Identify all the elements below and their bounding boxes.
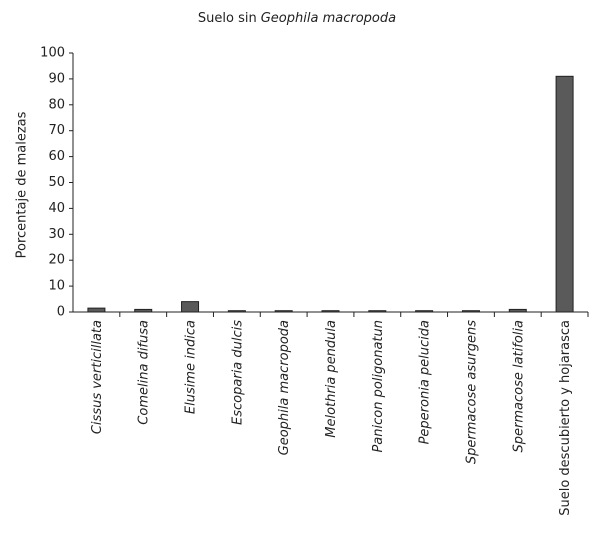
bar xyxy=(415,310,434,313)
x-tick-label: Cissus verticillata xyxy=(90,320,105,434)
bar xyxy=(321,310,340,313)
chart-title: Suelo sin Geophila macropoda xyxy=(198,11,396,26)
bar xyxy=(368,310,387,313)
bar xyxy=(87,307,106,313)
x-tick-label: Spermacose latifolia xyxy=(511,320,526,453)
x-tick-label: Comelina difusa xyxy=(137,320,152,425)
y-tick-label: 100 xyxy=(40,46,65,61)
y-tick-label: 10 xyxy=(48,279,65,294)
title-plain: Suelo sin xyxy=(198,11,257,26)
bar xyxy=(555,75,574,313)
x-tick-label: Melothria pendula xyxy=(324,320,339,438)
y-tick-label: 70 xyxy=(48,123,65,138)
y-tick-label: 30 xyxy=(48,227,65,242)
y-tick-label: 60 xyxy=(48,149,65,164)
x-tick-label: Spermacose asurgens xyxy=(464,320,479,464)
x-tick-label: Elusime indica xyxy=(184,320,199,414)
y-tick-label: 50 xyxy=(48,175,65,190)
y-tick-label: 80 xyxy=(48,97,65,112)
bar xyxy=(134,308,153,313)
title-italic: Geophila macropoda xyxy=(261,11,396,26)
x-tick-label: Panicon poligonatun xyxy=(371,320,386,453)
x-tick-label: Escoparia dulcis xyxy=(230,320,245,425)
x-tick-label: Peperonia pelucida xyxy=(418,320,433,444)
y-tick-label: 0 xyxy=(57,305,65,320)
bar xyxy=(461,310,480,313)
x-tick-label: Suelo descubierto y hojarasca xyxy=(558,320,573,516)
y-tick-label: 40 xyxy=(48,201,65,216)
y-tick-label: 20 xyxy=(48,253,65,268)
bar xyxy=(274,310,293,313)
bar xyxy=(181,301,200,313)
y-axis-label: Porcentaje de malezas xyxy=(15,111,30,258)
bar xyxy=(508,308,527,313)
y-tick-label: 90 xyxy=(48,71,65,86)
x-tick-label: Geophila macropoda xyxy=(277,320,292,455)
bar xyxy=(227,310,246,313)
